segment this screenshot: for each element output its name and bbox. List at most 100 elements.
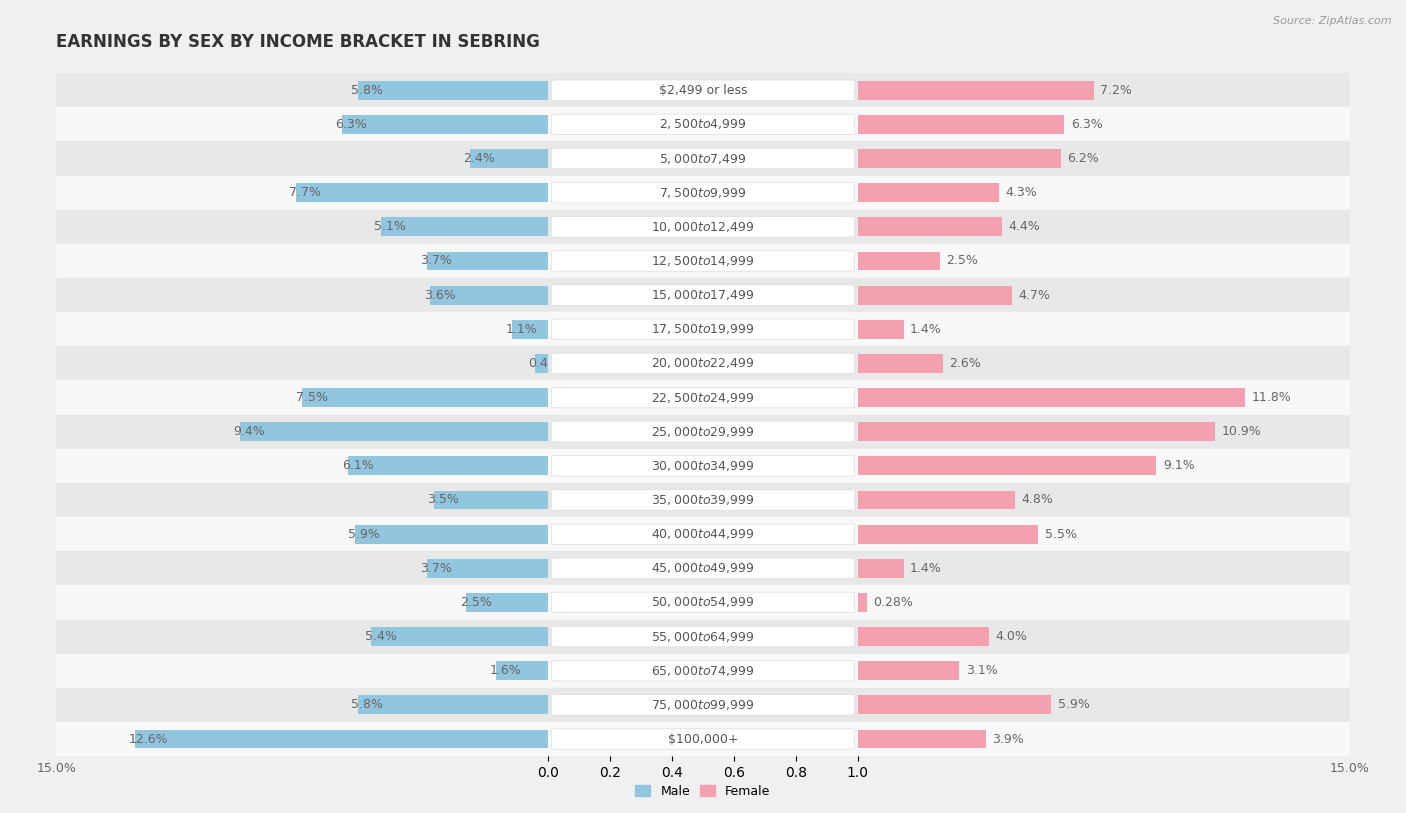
Text: $40,000 to $44,999: $40,000 to $44,999 [651,527,755,541]
Text: $50,000 to $54,999: $50,000 to $54,999 [651,595,755,610]
Text: 4.8%: 4.8% [1022,493,1053,506]
Bar [858,285,1012,305]
Bar [858,729,986,749]
Text: 6.3%: 6.3% [335,118,367,131]
Bar [56,141,548,176]
Bar [858,80,1094,100]
Text: $22,500 to $24,999: $22,500 to $24,999 [651,390,755,405]
Bar [858,183,998,202]
Text: 7.5%: 7.5% [295,391,328,404]
FancyBboxPatch shape [551,421,855,442]
Text: 4.3%: 4.3% [1005,186,1038,199]
Bar [359,695,548,715]
Text: $5,000 to $7,499: $5,000 to $7,499 [659,151,747,166]
Bar [56,449,548,483]
Text: $17,500 to $19,999: $17,500 to $19,999 [651,322,755,337]
Bar [548,73,858,107]
Text: 5.5%: 5.5% [1045,528,1077,541]
Text: 0.42%: 0.42% [529,357,568,370]
Text: 6.2%: 6.2% [1067,152,1099,165]
FancyBboxPatch shape [551,285,855,306]
Text: 3.1%: 3.1% [966,664,998,677]
Bar [56,278,548,312]
Bar [858,688,1350,722]
Bar [858,449,1350,483]
Bar [56,415,548,449]
Text: 1.1%: 1.1% [506,323,537,336]
Bar [858,661,959,680]
FancyBboxPatch shape [551,182,855,203]
Bar [858,354,943,373]
Text: 9.4%: 9.4% [233,425,266,438]
Text: 3.9%: 3.9% [993,733,1024,746]
Bar [858,559,904,578]
Bar [302,388,548,407]
Bar [56,380,548,415]
Text: 6.1%: 6.1% [342,459,374,472]
Bar [858,244,1350,278]
Text: $65,000 to $74,999: $65,000 to $74,999 [651,663,755,678]
Bar [858,483,1350,517]
Text: 5.9%: 5.9% [1057,698,1090,711]
Text: 5.9%: 5.9% [349,528,380,541]
FancyBboxPatch shape [551,728,855,750]
Bar [858,593,868,612]
FancyBboxPatch shape [551,80,855,101]
Text: $2,500 to $4,999: $2,500 to $4,999 [659,117,747,132]
FancyBboxPatch shape [551,660,855,681]
Bar [858,524,1038,544]
Bar [858,456,1156,476]
Bar [496,661,548,680]
Text: 1.4%: 1.4% [910,323,942,336]
Bar [548,176,858,210]
Text: $75,000 to $99,999: $75,000 to $99,999 [651,698,755,712]
Text: 3.7%: 3.7% [420,254,453,267]
Text: Source: ZipAtlas.com: Source: ZipAtlas.com [1274,16,1392,26]
Bar [349,456,548,476]
Bar [427,251,548,271]
Bar [858,620,1350,654]
Bar [548,688,858,722]
FancyBboxPatch shape [551,489,855,511]
Text: 0.28%: 0.28% [873,596,914,609]
Bar [548,415,858,449]
Bar [430,285,548,305]
Text: 2.5%: 2.5% [460,596,492,609]
Text: 3.5%: 3.5% [427,493,458,506]
FancyBboxPatch shape [551,626,855,647]
Bar [548,244,858,278]
Text: 2.6%: 2.6% [949,357,981,370]
Bar [371,627,548,646]
Bar [548,620,858,654]
Text: $45,000 to $49,999: $45,000 to $49,999 [651,561,755,576]
Text: 5.8%: 5.8% [352,84,384,97]
Text: $100,000+: $100,000+ [668,733,738,746]
Bar [858,73,1350,107]
Bar [56,73,548,107]
Text: $20,000 to $22,499: $20,000 to $22,499 [651,356,755,371]
FancyBboxPatch shape [551,319,855,340]
Text: 9.1%: 9.1% [1163,459,1195,472]
Bar [858,627,988,646]
Bar [433,490,548,510]
FancyBboxPatch shape [551,250,855,272]
Bar [467,593,548,612]
Text: 1.4%: 1.4% [910,562,942,575]
Bar [56,517,548,551]
Bar [858,115,1064,134]
Text: $7,500 to $9,999: $7,500 to $9,999 [659,185,747,200]
Bar [56,551,548,585]
Bar [858,695,1052,715]
Bar [135,729,548,749]
FancyBboxPatch shape [551,558,855,579]
Bar [548,346,858,380]
Bar [359,80,548,100]
Bar [56,688,548,722]
Bar [56,312,548,346]
Bar [858,551,1350,585]
FancyBboxPatch shape [551,694,855,715]
Bar [858,585,1350,620]
Bar [858,380,1350,415]
Bar [548,517,858,551]
Bar [858,654,1350,688]
